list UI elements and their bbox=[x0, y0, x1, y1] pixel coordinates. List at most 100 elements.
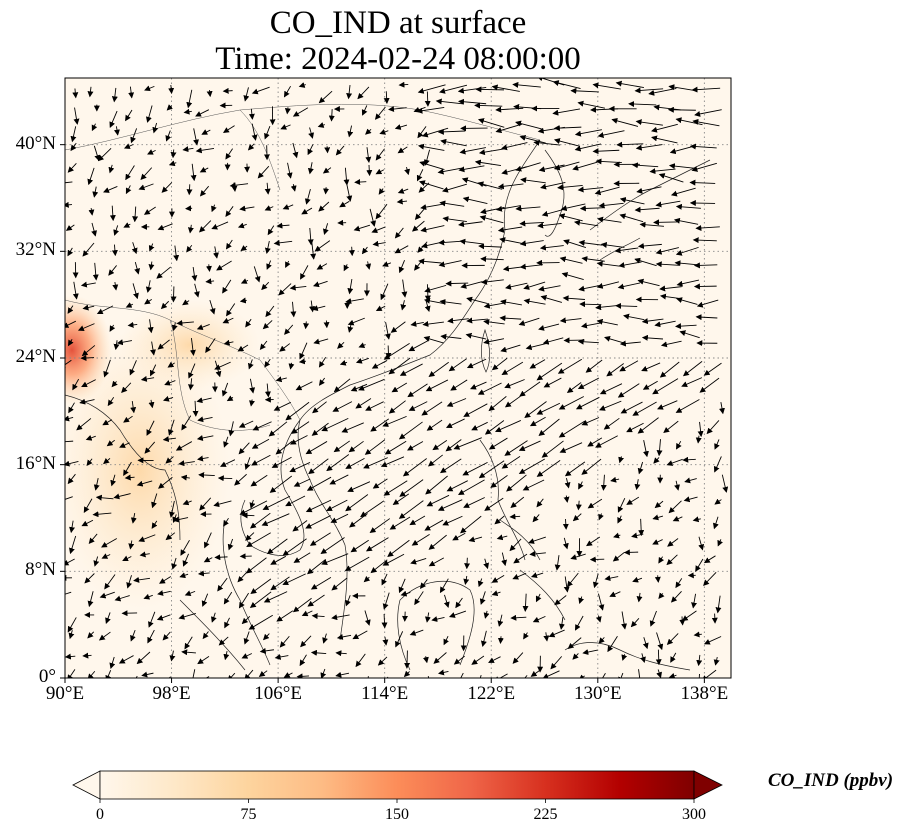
wind-arrow bbox=[596, 281, 620, 289]
wind-arrow bbox=[634, 206, 660, 213]
wind-arrow bbox=[491, 84, 520, 92]
wind-arrow bbox=[144, 298, 152, 305]
wind-arrow bbox=[290, 184, 297, 192]
wind-arrow bbox=[184, 636, 193, 650]
wind-arrow bbox=[282, 204, 294, 210]
wind-arrow bbox=[382, 553, 405, 566]
wind-arrow bbox=[523, 298, 546, 305]
wind-arrow bbox=[330, 513, 349, 523]
wind-arrow bbox=[84, 573, 95, 584]
wind-arrow bbox=[93, 556, 100, 567]
wind-arrow bbox=[225, 206, 234, 217]
wind-arrow bbox=[389, 516, 411, 530]
wind-arrow bbox=[676, 297, 698, 305]
wind-arrow bbox=[382, 261, 392, 267]
wind-arrow bbox=[65, 359, 72, 369]
wind-arrow bbox=[249, 591, 272, 609]
wind-arrow bbox=[126, 575, 133, 589]
wind-arrow bbox=[70, 142, 77, 152]
wind-arrow bbox=[515, 162, 541, 172]
wind-arrow bbox=[689, 179, 716, 186]
wind-arrow bbox=[425, 675, 432, 678]
wind-arrow bbox=[579, 301, 602, 308]
wind-arrow bbox=[101, 538, 118, 548]
wind-arrow bbox=[417, 84, 446, 94]
wind-arrow bbox=[258, 670, 268, 677]
wind-arrow bbox=[494, 515, 505, 525]
wind-arrow bbox=[156, 614, 171, 621]
wind-arrow bbox=[187, 224, 194, 234]
wind-arrow bbox=[432, 440, 448, 451]
wind-arrow bbox=[108, 164, 115, 174]
wind-arrow bbox=[237, 222, 247, 229]
wind-arrow bbox=[638, 669, 641, 678]
wind-arrow bbox=[458, 98, 487, 105]
wind-arrow bbox=[598, 637, 605, 644]
wind-arrow bbox=[654, 575, 661, 583]
wind-arrow bbox=[309, 532, 331, 546]
wind-arrow bbox=[310, 577, 332, 590]
wind-arrow bbox=[353, 224, 371, 232]
wind-arrow bbox=[562, 518, 569, 530]
wind-arrow bbox=[433, 652, 447, 664]
wind-arrow bbox=[615, 302, 638, 309]
wind-arrow bbox=[183, 108, 192, 115]
wind-arrow bbox=[67, 305, 74, 314]
wind-arrow bbox=[67, 669, 76, 678]
wind-arrow bbox=[96, 305, 114, 314]
wind-arrow bbox=[269, 475, 293, 493]
wind-arrow bbox=[581, 458, 602, 475]
wind-arrow bbox=[222, 279, 232, 294]
wind-arrow bbox=[607, 635, 618, 653]
wind-arrow bbox=[157, 590, 171, 596]
wind-arrow bbox=[375, 203, 388, 220]
wind-arrow bbox=[598, 202, 624, 209]
wind-arrow bbox=[698, 536, 705, 551]
wind-arrow bbox=[132, 283, 139, 300]
wind-arrow bbox=[132, 206, 139, 223]
wind-arrow bbox=[278, 283, 292, 296]
colorbar-gradient bbox=[99, 770, 695, 800]
wind-arrow bbox=[630, 618, 640, 628]
wind-arrow bbox=[262, 633, 270, 641]
wind-arrow bbox=[635, 119, 663, 126]
wind-arrow bbox=[229, 182, 249, 189]
wind-arrow bbox=[104, 574, 116, 590]
wind-arrow bbox=[715, 595, 722, 614]
wind-arrow bbox=[371, 360, 388, 369]
lon-tick-label: 138°E bbox=[680, 683, 729, 704]
wind-arrow bbox=[197, 455, 209, 462]
wind-arrow bbox=[382, 415, 407, 427]
wind-arrow bbox=[310, 649, 327, 656]
wind-arrow bbox=[577, 100, 606, 109]
wind-arrow bbox=[383, 480, 408, 496]
wind-arrow bbox=[408, 339, 430, 352]
wind-arrow bbox=[499, 315, 522, 322]
wind-arrow bbox=[383, 343, 410, 360]
wind-arrow bbox=[479, 591, 486, 605]
wind-arrow bbox=[209, 300, 216, 315]
wind-arrow bbox=[634, 257, 657, 267]
wind-arrow bbox=[693, 631, 702, 638]
wind-arrow bbox=[558, 396, 584, 410]
wind-arrow bbox=[178, 460, 195, 467]
wind-arrow bbox=[407, 441, 424, 451]
wind-arrow bbox=[241, 653, 252, 659]
wind-arrow bbox=[416, 169, 424, 182]
wind-arrow bbox=[300, 635, 312, 648]
wind-arrow bbox=[282, 573, 306, 586]
wind-arrow bbox=[637, 278, 660, 287]
wind-arrow bbox=[649, 610, 657, 627]
wind-arrow bbox=[365, 401, 384, 411]
wind-arrow bbox=[182, 553, 189, 567]
wind-arrow bbox=[141, 671, 154, 678]
wind-arrow bbox=[388, 357, 411, 375]
wind-arrow bbox=[300, 265, 309, 280]
wind-arrow bbox=[538, 418, 560, 437]
wind-arrow bbox=[101, 553, 111, 559]
wind-arrow bbox=[559, 256, 583, 264]
wind-arrow bbox=[447, 317, 469, 324]
wind-arrow bbox=[523, 632, 529, 640]
wind-arrow bbox=[674, 323, 697, 330]
